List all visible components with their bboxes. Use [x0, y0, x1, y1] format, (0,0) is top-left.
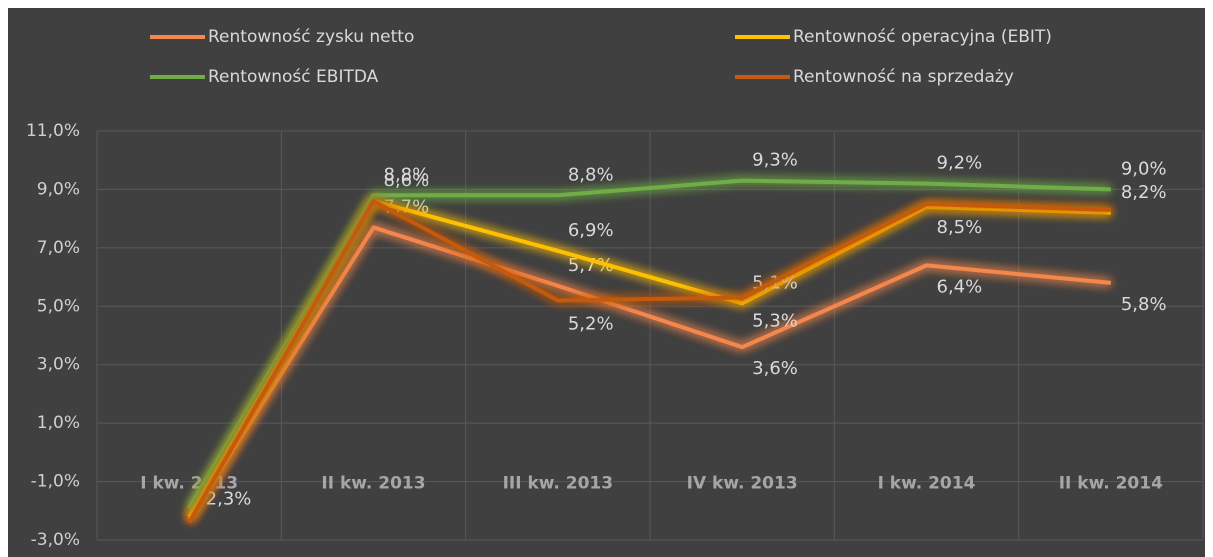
- legend-label: Rentowność na sprzedaży: [793, 67, 1014, 87]
- x-tick-label: II kw. 2014: [1059, 474, 1163, 494]
- data-label: 8,6%: [384, 170, 430, 191]
- data-label: 8,8%: [384, 164, 430, 185]
- data-label: 3,6%: [752, 358, 798, 379]
- x-tick-label: I kw. 2014: [878, 474, 976, 494]
- data-label: 5,2%: [568, 313, 614, 334]
- data-label: -2,3%: [199, 489, 251, 510]
- data-label: 9,2%: [937, 153, 983, 174]
- x-tick-label: II kw. 2013: [321, 474, 425, 494]
- data-label: 5,7%: [568, 255, 614, 276]
- y-tick-label: 9,0%: [37, 179, 80, 199]
- data-label: 9,0%: [1121, 158, 1167, 179]
- legend-label: Rentowność EBITDA: [208, 67, 379, 87]
- data-label: 8,5%: [937, 217, 983, 238]
- data-label: 9,3%: [752, 150, 798, 171]
- data-label: 6,4%: [937, 276, 983, 297]
- y-tick-label: 11,0%: [26, 121, 80, 141]
- legend-label: Rentowność zysku netto: [208, 27, 414, 47]
- y-tick-label: 1,0%: [37, 413, 80, 433]
- x-tick-label: III kw. 2013: [503, 474, 614, 494]
- y-tick-label: 7,0%: [37, 238, 80, 258]
- data-label: 5,3%: [752, 311, 798, 332]
- y-tick-label: 3,0%: [37, 355, 80, 375]
- chart-background: [8, 8, 1205, 557]
- y-tick-label: -3,0%: [31, 530, 80, 550]
- legend-label: Rentowność operacyjna (EBIT): [793, 27, 1052, 47]
- data-label: 8,8%: [568, 164, 614, 185]
- y-tick-label: -1,0%: [31, 472, 80, 492]
- data-label: 8,2%: [1121, 182, 1167, 203]
- y-tick-label: 5,0%: [37, 296, 80, 316]
- data-label: 5,8%: [1121, 294, 1167, 315]
- series-line: [187, 178, 1111, 509]
- x-tick-label: IV kw. 2013: [687, 474, 798, 494]
- series-line: [187, 225, 1112, 521]
- data-label: 6,9%: [568, 220, 614, 241]
- series-line: [187, 199, 1111, 524]
